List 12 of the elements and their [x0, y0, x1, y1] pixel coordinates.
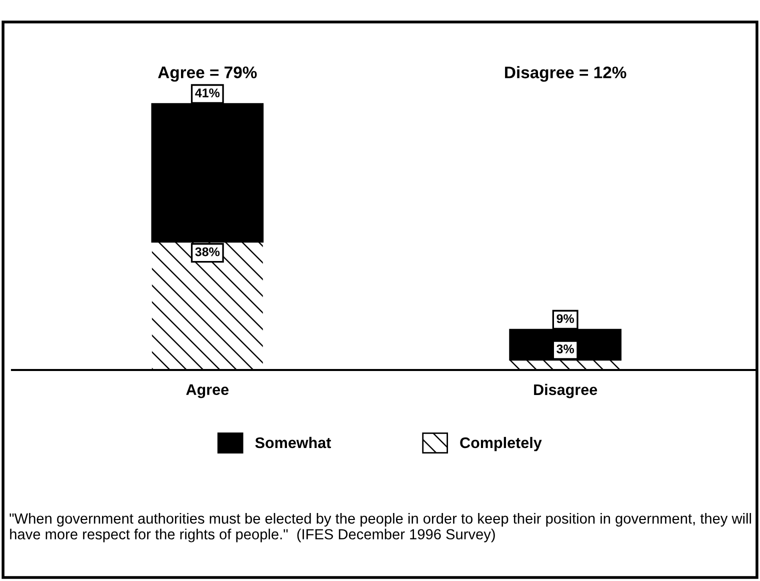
legend-label: Completely: [460, 436, 542, 452]
data-label: 41%: [195, 88, 220, 98]
data-label: 3%: [556, 344, 574, 354]
text: Agree = 79%: [158, 66, 257, 82]
data-label: 9%: [556, 314, 574, 324]
text: Disagree = 12%: [505, 66, 626, 82]
bar: [152, 242, 263, 370]
legend-label: Somewhat: [255, 436, 332, 448]
text: "When government authorities must be elected by the people in order to keep their position in government, they will have more respect for the rights of people." (IFES December 1996 Survey): [10, 513, 752, 542]
data-label: 38%: [195, 247, 220, 256]
x-tick-label: Agree: [186, 384, 229, 398]
x-tick-label: Disagree: [534, 384, 598, 398]
